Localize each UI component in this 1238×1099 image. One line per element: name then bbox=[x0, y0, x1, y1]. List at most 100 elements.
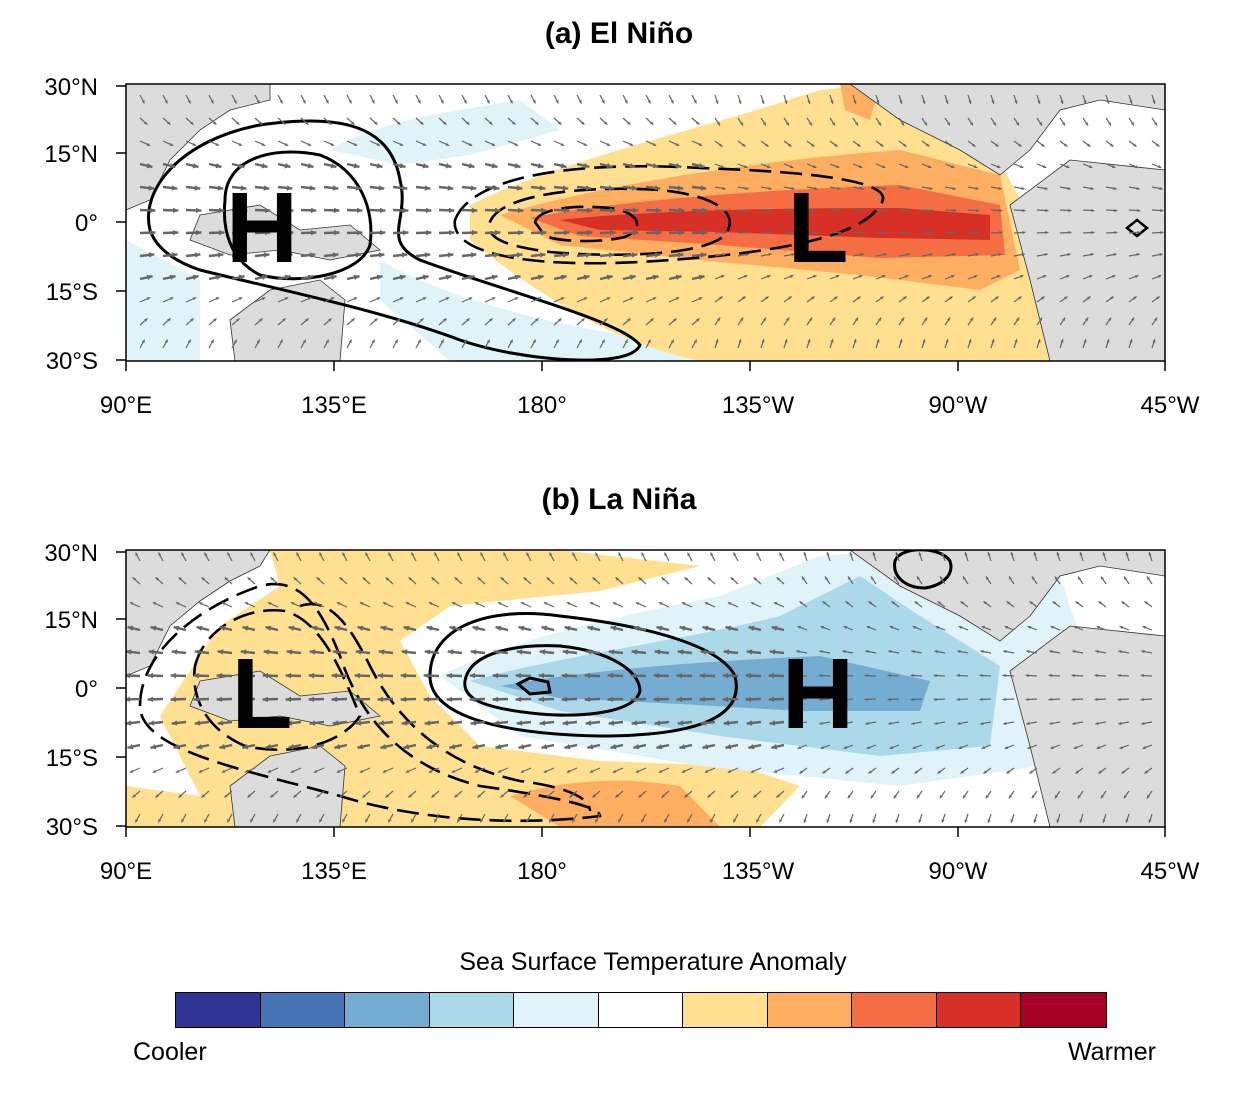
wind-arrow-head bbox=[423, 696, 430, 703]
wind-arrow-head bbox=[893, 576, 898, 580]
wind-arrow-head bbox=[678, 229, 685, 236]
wind-arrow-head bbox=[629, 163, 636, 169]
wind-arrow-head bbox=[998, 253, 1002, 257]
wind-arrow-head bbox=[560, 163, 567, 169]
lat-axis: 30°N 15°N 0° 15°S 30°S bbox=[44, 540, 126, 841]
wind-arrow-head bbox=[733, 818, 737, 823]
wind-arrow-head bbox=[302, 99, 306, 104]
wind-arrow-head bbox=[227, 552, 231, 557]
wind-arrow-head bbox=[1118, 649, 1122, 654]
wind-arrow-head bbox=[376, 274, 383, 280]
wind-arrow-head bbox=[539, 720, 546, 726]
wind-arrow-head bbox=[144, 318, 148, 322]
wind-arrow-head bbox=[309, 649, 316, 655]
wind-arrow-head bbox=[947, 317, 951, 322]
wind-arrow-head bbox=[608, 649, 615, 655]
wind-arrow-head bbox=[379, 229, 386, 236]
wind-arrow-head bbox=[715, 339, 719, 343]
wind-arrow-head bbox=[696, 318, 700, 322]
wind-arrow-head bbox=[355, 252, 362, 258]
wind-arrow-head bbox=[968, 339, 972, 343]
wind-arrow-head bbox=[1031, 576, 1036, 580]
wind-arrow-head bbox=[716, 122, 721, 126]
wind-arrow-head bbox=[631, 720, 638, 726]
wind-arrow-head bbox=[424, 649, 431, 655]
wind-arrow-head bbox=[516, 252, 523, 258]
wind-arrow-head bbox=[233, 99, 237, 104]
wind-arrow-head bbox=[698, 142, 703, 146]
wind-arrow-head bbox=[426, 744, 433, 750]
wind-arrow-head bbox=[426, 625, 433, 631]
wind-arrow-head bbox=[263, 649, 270, 655]
wind-arrow-head bbox=[592, 577, 596, 581]
wind-arrow-head bbox=[447, 720, 454, 726]
lon-tick-label: 90°E bbox=[100, 392, 152, 419]
wind-arrow-head bbox=[795, 673, 799, 678]
wind-arrow-head bbox=[445, 297, 450, 301]
wind-arrow-head bbox=[379, 207, 386, 214]
wind-arrow-head bbox=[1038, 122, 1043, 126]
wind-arrow-head bbox=[864, 673, 868, 678]
wind-arrow-head bbox=[980, 649, 984, 654]
wind-arrow-head bbox=[1123, 576, 1128, 580]
wind-arrow-head bbox=[779, 818, 783, 823]
wind-arrow-head bbox=[704, 602, 709, 606]
wind-arrow-head bbox=[670, 339, 674, 344]
wind-arrow-head bbox=[953, 208, 957, 213]
wind-arrow-head bbox=[702, 744, 709, 750]
wind-arrow-head bbox=[629, 297, 634, 301]
wind-arrow-head bbox=[1061, 122, 1066, 126]
wind-arrow-head bbox=[607, 672, 614, 679]
wind-arrow-head bbox=[698, 163, 705, 169]
wind-arrow-head bbox=[405, 602, 410, 606]
wind-arrow-head bbox=[693, 99, 697, 104]
wind-arrow-head bbox=[1153, 122, 1158, 126]
wind-arrow-head bbox=[195, 229, 202, 236]
land-australia bbox=[229, 745, 346, 827]
wind-arrow-head bbox=[470, 649, 477, 655]
wind-arrow-head bbox=[745, 696, 752, 703]
wind-arrow-head bbox=[865, 649, 869, 654]
wind-arrow-head bbox=[1029, 601, 1033, 605]
wind-arrow-head bbox=[723, 208, 727, 213]
wind-arrow-head bbox=[1060, 339, 1064, 343]
wind-arrow-head bbox=[486, 99, 490, 104]
wind-arrow-head bbox=[861, 230, 865, 235]
wind-arrow-head bbox=[270, 577, 274, 581]
panel-a-map: H L 30°N 15°N 0° 15°S 30°S 90°E 135°E 18… bbox=[44, 74, 1199, 419]
wind-arrow-head bbox=[457, 818, 461, 823]
wind-arrow-head bbox=[171, 185, 178, 191]
wind-arrow-head bbox=[969, 122, 974, 126]
wind-arrow-head bbox=[388, 552, 392, 557]
wind-arrow-head bbox=[388, 818, 392, 823]
wind-arrow-head bbox=[887, 697, 891, 702]
wind-arrow-head bbox=[880, 296, 884, 300]
wind-arrow-head bbox=[962, 794, 966, 799]
wind-arrow-head bbox=[135, 552, 139, 557]
wind-arrow-head bbox=[236, 121, 240, 125]
wind-arrow-head bbox=[1027, 625, 1032, 629]
wind-arrow-head bbox=[768, 672, 775, 679]
wind-arrow-head bbox=[201, 794, 205, 798]
wind-arrow-head bbox=[993, 317, 997, 322]
wind-arrow-head bbox=[968, 100, 972, 104]
wind-arrow-head bbox=[907, 208, 911, 213]
wind-arrow-head bbox=[678, 207, 685, 214]
wind-arrow-head bbox=[1141, 649, 1145, 654]
wind-arrow-head bbox=[976, 208, 980, 213]
wind-arrow-head bbox=[447, 185, 454, 191]
wind-arrow-head bbox=[250, 818, 254, 823]
wind-arrow-head bbox=[884, 208, 888, 213]
wind-arrow-head bbox=[1140, 697, 1144, 702]
wind-arrow-head bbox=[842, 649, 846, 654]
wind-arrow-head bbox=[630, 696, 637, 703]
wind-arrow-head bbox=[445, 274, 452, 280]
wind-arrow-head bbox=[1054, 576, 1059, 580]
wind-arrow-head bbox=[538, 672, 545, 679]
wind-arrow-head bbox=[587, 744, 594, 750]
wind-arrow-head bbox=[497, 769, 502, 773]
wind-arrow-head bbox=[500, 794, 504, 798]
wind-arrow-head bbox=[866, 625, 871, 629]
wind-arrow-head bbox=[403, 625, 410, 631]
wind-arrow-head bbox=[486, 339, 490, 344]
